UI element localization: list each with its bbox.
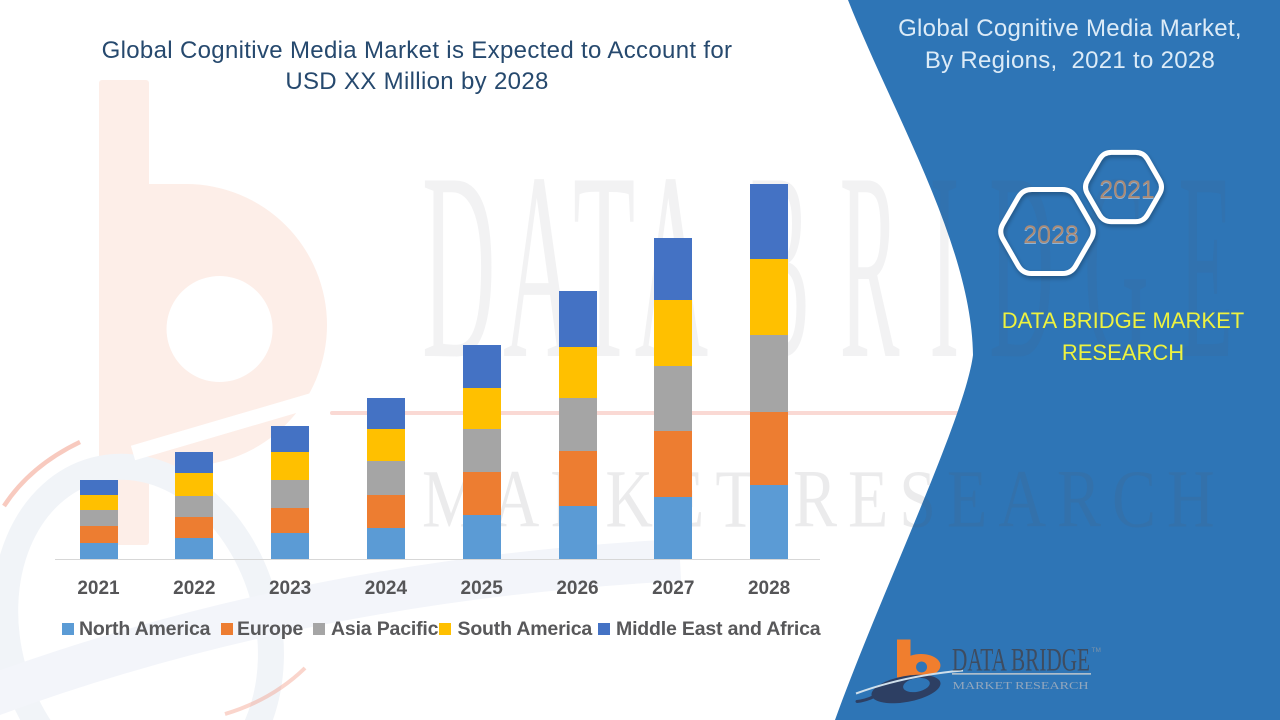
svg-text:DATA BRIDGE: DATA BRIDGE — [952, 643, 1090, 679]
svg-text:2028: 2028 — [1023, 222, 1079, 250]
svg-text:MARKET RESEARCH: MARKET RESEARCH — [953, 680, 1089, 692]
svg-text:TM: TM — [1092, 647, 1101, 654]
svg-text:2028: 2028 — [1023, 221, 1079, 249]
svg-text:2021: 2021 — [1099, 177, 1155, 205]
svg-text:2021: 2021 — [1099, 176, 1155, 204]
